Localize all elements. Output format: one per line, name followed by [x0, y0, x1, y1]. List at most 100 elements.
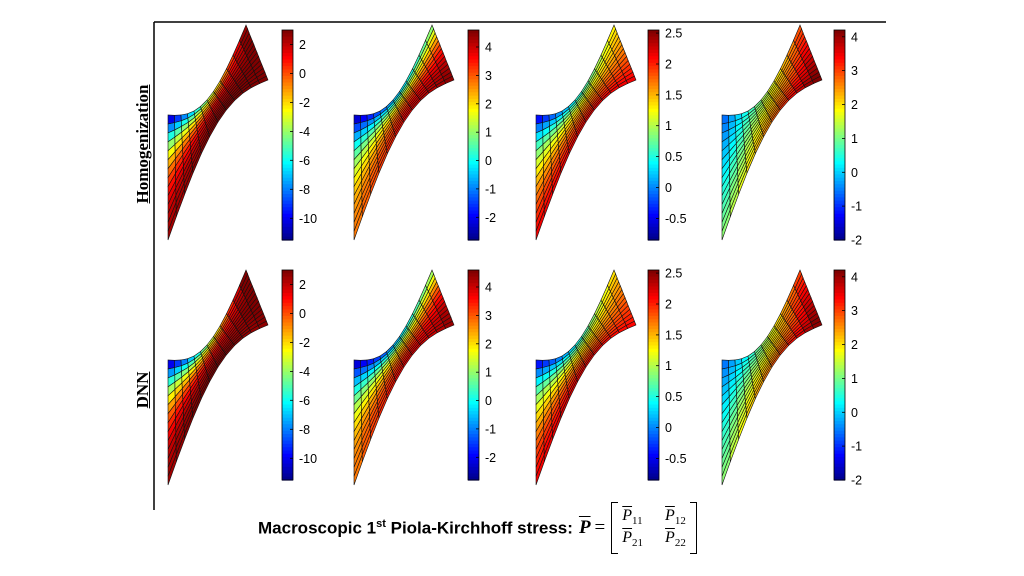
colorbar-0-0: 2 0 -2 -4 -6 -8 -10	[281, 29, 317, 241]
colorbar-0-1: 4 3 2 1 0 -1 -2	[467, 29, 496, 241]
colorbar-segment	[282, 141, 293, 146]
colorbar-segment	[282, 39, 293, 44]
colorbar-segment	[468, 223, 479, 228]
colorbar-0-3: 4 3 2 1 0 -1 -2	[833, 29, 862, 248]
colorbar-segment	[648, 207, 659, 212]
colorbar-segment	[834, 210, 845, 215]
colorbar-segment	[468, 118, 479, 123]
colorbar-segment	[468, 411, 479, 415]
colorbar-segment	[834, 184, 845, 189]
colorbar-segment	[468, 233, 479, 238]
colorbar-segment	[834, 190, 845, 195]
colorbar-segment	[282, 236, 293, 241]
colorbar-segment	[648, 184, 659, 189]
colorbar-segment	[468, 157, 479, 162]
colorbar-segment	[468, 309, 479, 314]
colorbar-segment	[834, 427, 845, 432]
colorbar-segment	[834, 46, 845, 51]
colorbar-segment	[834, 457, 845, 461]
colorbar-segment	[834, 329, 845, 333]
colorbar-segment	[834, 30, 845, 34]
colorbar-segment	[834, 197, 845, 202]
colorbar-segment	[648, 325, 659, 330]
colorbar-segment	[282, 283, 293, 288]
colorbar-segment	[834, 391, 845, 396]
colorbar-tick-label: 2	[485, 337, 492, 351]
colorbar-segment	[282, 151, 293, 156]
colorbar-segment	[648, 299, 659, 304]
colorbar-segment	[468, 348, 479, 353]
colorbar-segment	[468, 184, 479, 189]
colorbar-tick-label: -2	[485, 451, 496, 465]
colorbar-segment	[468, 79, 479, 84]
colorbar-segment	[834, 384, 845, 389]
colorbar-segment	[648, 121, 659, 126]
colorbar-segment	[834, 322, 845, 327]
colorbar-frame	[833, 29, 846, 241]
colorbar-segment	[648, 342, 659, 347]
colorbar-segment	[468, 332, 479, 337]
colorbar-segment	[282, 411, 293, 415]
matrix-cell-12: P12	[665, 506, 686, 527]
colorbar-segment	[282, 338, 293, 343]
colorbar-segment	[834, 453, 845, 458]
colorbar-0-2: 2.5 2 1.5 1 0.5 0 -0.5	[647, 27, 687, 241]
colorbar-segment	[282, 473, 293, 478]
colorbar-segment	[468, 375, 479, 379]
colorbar-segment	[468, 180, 479, 185]
colorbar-segment	[282, 329, 293, 333]
colorbar-segment	[648, 411, 659, 415]
colorbar-segment	[834, 75, 845, 80]
colorbar-tick-label: 2.5	[665, 267, 682, 281]
contour-mesh-1-3	[721, 269, 823, 486]
colorbar-segment	[468, 164, 479, 169]
colorbar-segment	[282, 187, 293, 192]
colorbar-segment	[648, 466, 659, 471]
colorbar-segment	[468, 273, 479, 278]
colorbar-segment	[648, 388, 659, 393]
colorbar-segment	[648, 161, 659, 166]
colorbar-segment	[834, 388, 845, 393]
colorbar-segment	[468, 46, 479, 51]
colorbar-segment	[282, 276, 293, 281]
colorbar-segment	[648, 230, 659, 235]
colorbar-segment	[834, 434, 845, 438]
colorbar-segment	[468, 203, 479, 208]
colorbar-segment	[282, 470, 293, 475]
colorbar-segment	[834, 292, 845, 297]
colorbar-segment	[834, 125, 845, 130]
mesh-cell	[167, 114, 175, 125]
stress-matrix: P11 P12 P21 P22	[611, 502, 697, 554]
colorbar-segment	[282, 174, 293, 179]
colorbar-segment	[468, 283, 479, 288]
colorbar-segment	[834, 312, 845, 317]
colorbar-segment	[834, 411, 845, 415]
colorbar-segment	[282, 375, 293, 379]
colorbar-segment	[282, 164, 293, 169]
colorbar-segment	[282, 417, 293, 422]
colorbar-segment	[834, 194, 845, 198]
colorbar-segment	[282, 342, 293, 347]
row-label-dnn: DNN	[133, 371, 152, 409]
mesh-cell	[353, 114, 361, 125]
colorbar-segment	[282, 72, 293, 77]
colorbar-segment	[468, 417, 479, 422]
colorbar-segment	[648, 66, 659, 70]
colorbar-segment	[648, 345, 659, 350]
colorbar-segment	[468, 424, 479, 429]
colorbar-segment	[834, 33, 845, 38]
colorbar-segment	[468, 112, 479, 116]
colorbar-tick-label: 2	[485, 97, 492, 111]
colorbar-segment	[648, 414, 659, 419]
colorbar-segment	[648, 450, 659, 455]
colorbar-segment	[468, 466, 479, 471]
colorbar-segment	[468, 174, 479, 179]
colorbar-segment	[282, 309, 293, 314]
colorbar-segment	[834, 95, 845, 100]
colorbar-segment	[834, 440, 845, 445]
colorbar-segment	[648, 154, 659, 159]
colorbar-segment	[282, 207, 293, 212]
colorbar-segment	[834, 85, 845, 90]
colorbar-segment	[834, 49, 845, 54]
colorbar-segment	[282, 348, 293, 353]
